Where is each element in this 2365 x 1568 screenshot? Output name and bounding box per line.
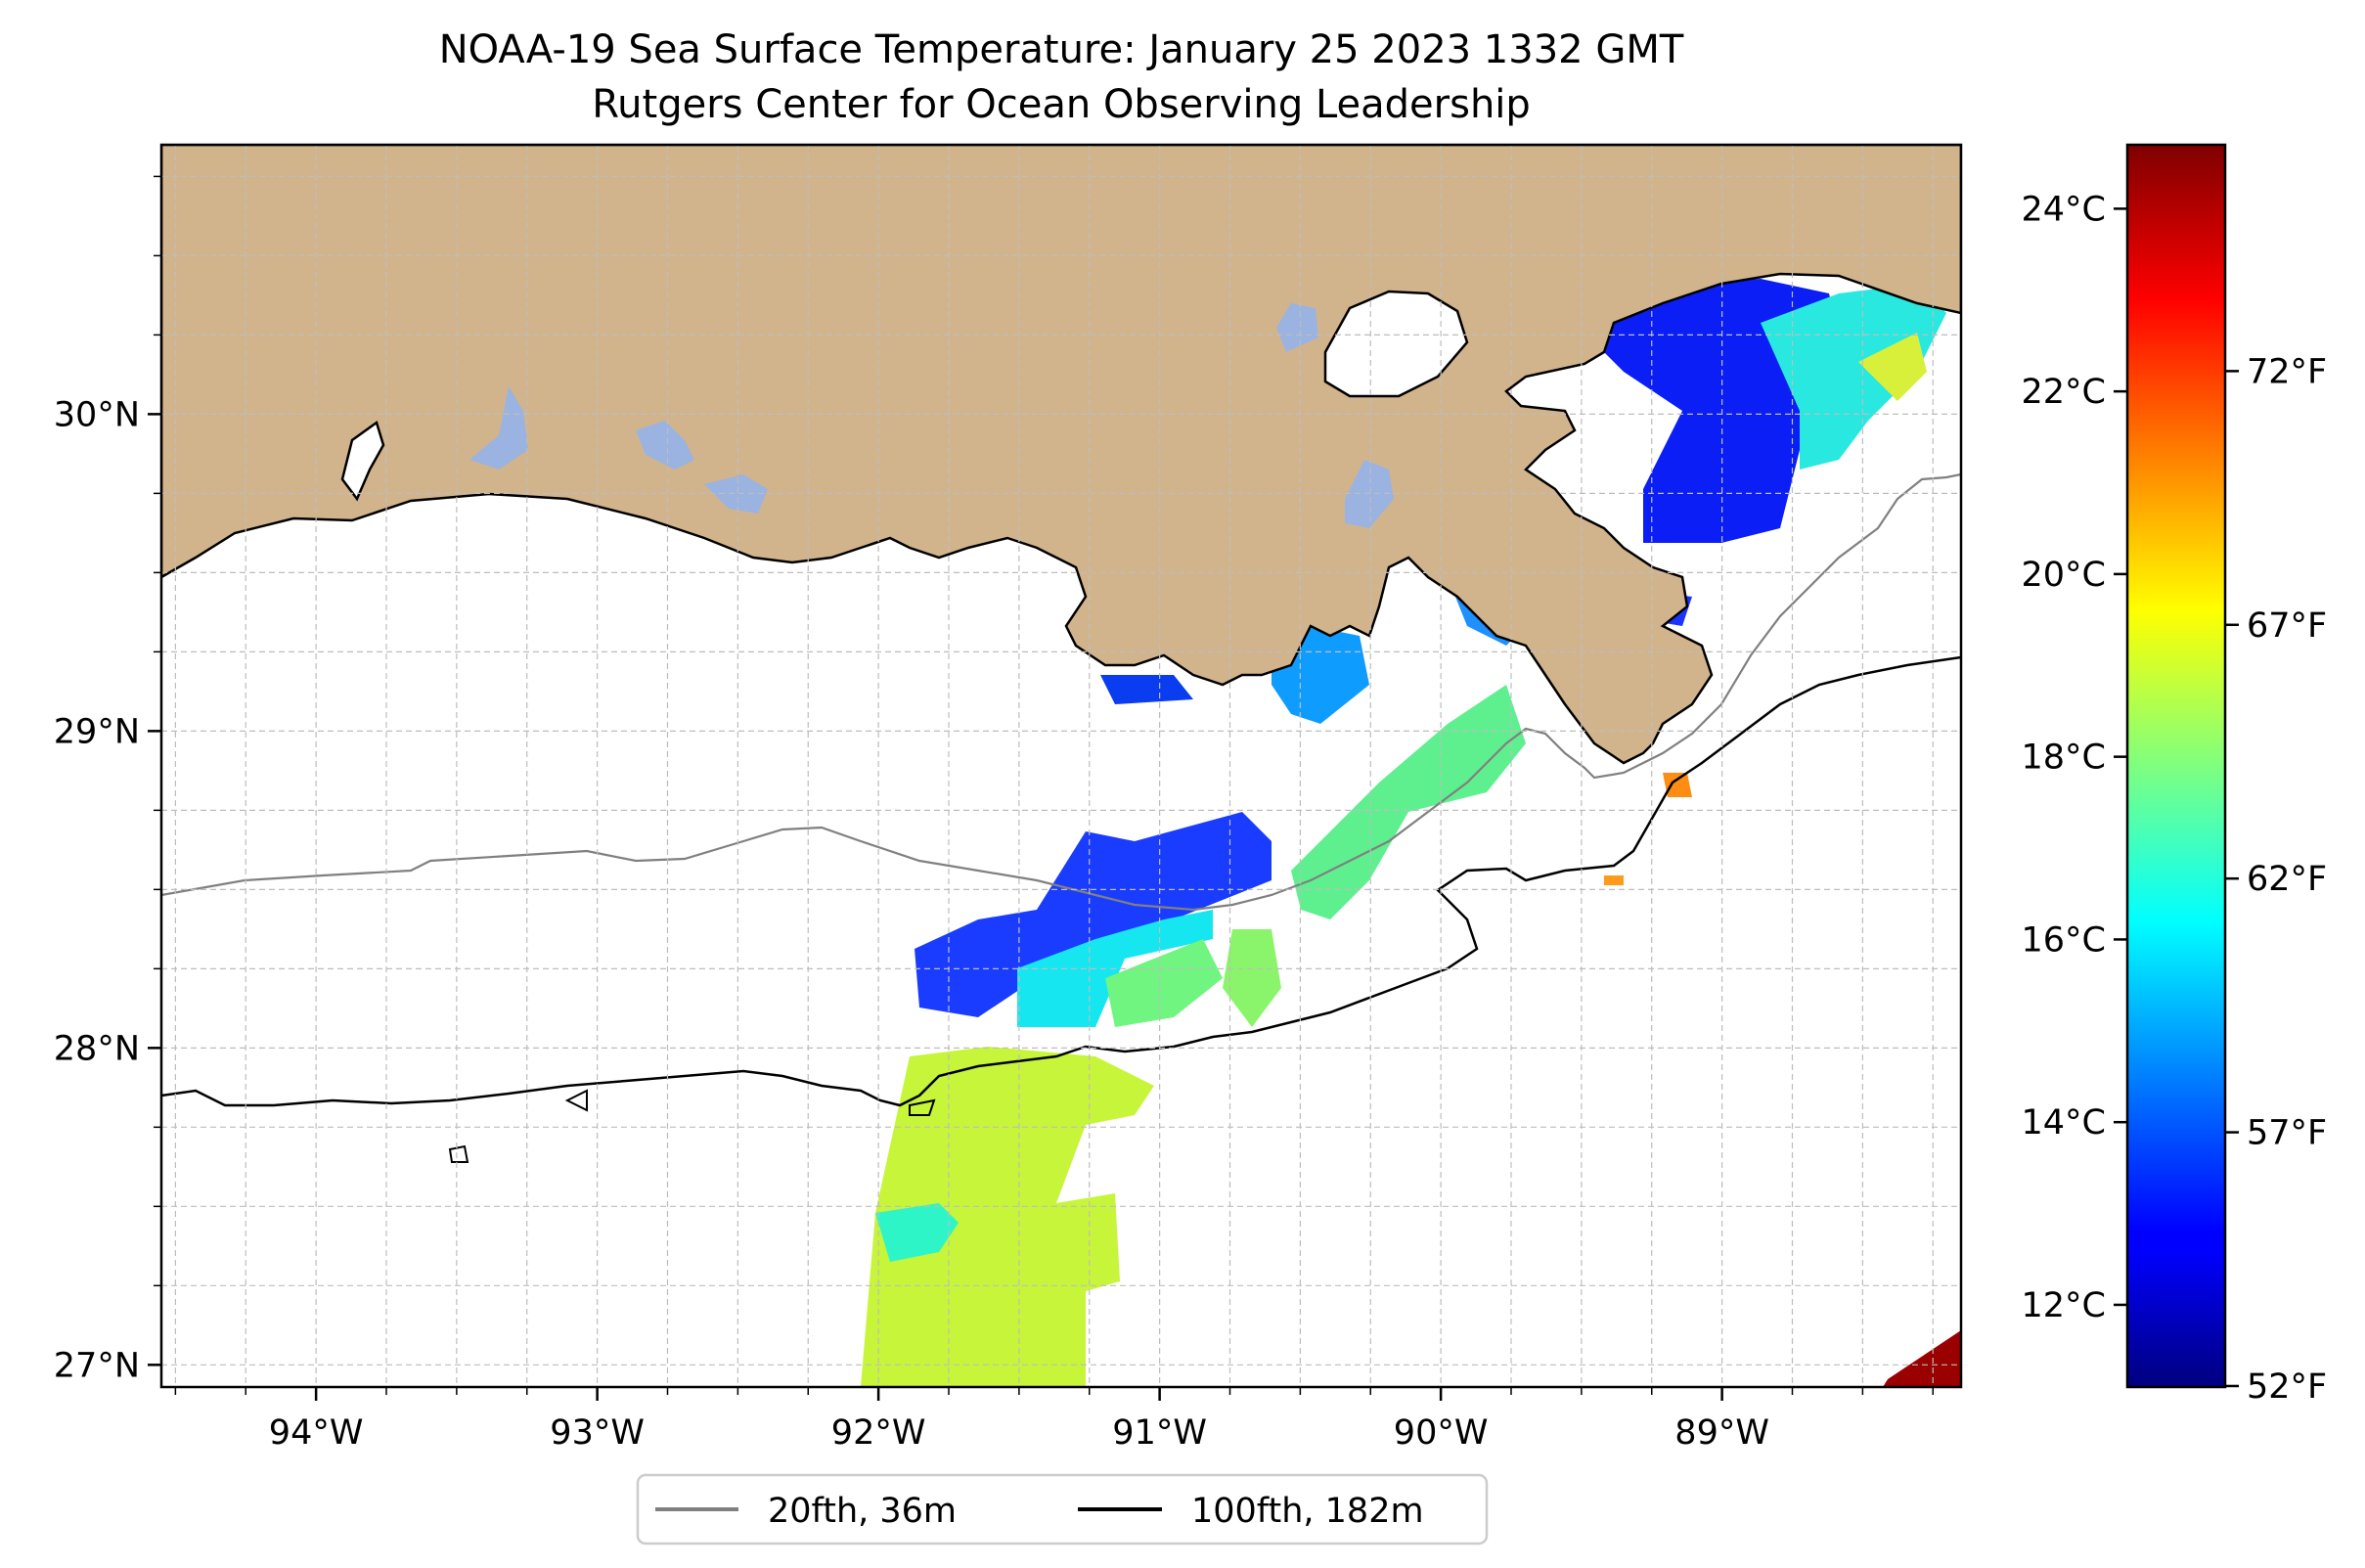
sst-patch-atchafalaya [1100,675,1193,704]
colorbar-celsius-label: 22°C [2022,373,2106,412]
map-panel [161,145,1961,1387]
longitude-ticks: 94°W 93°W 92°W 91°W 90°W 89°W [174,1387,1934,1453]
colorbar-celsius-label: 18°C [2022,739,2106,778]
contour-100fth-island-1 [564,1089,588,1112]
sst-patch-breton-yellow [1858,333,1927,401]
colorbar-celsius-label: 20°C [2022,556,2106,595]
lake-maurepas [1276,303,1318,352]
colorbar-celsius-label: 12°C [2022,1286,2106,1325]
colorbar-celsius-ticks: 24°C 22°C 20°C 18°C 16°C 14°C 12°C [2022,190,2127,1325]
title-line-2: Rutgers Center for Ocean Observing Leade… [592,82,1531,127]
colorbar-celsius-label: 14°C [2022,1103,2106,1142]
colorbar-celsius-label: 24°C [2022,190,2106,229]
colorbar-fahrenheit-label: 62°F [2247,860,2327,899]
sst-patch-mid-green [1105,939,1223,1027]
sst-patch-breton-cyan [1761,284,1946,470]
lake-calcasieu [340,420,385,502]
legend-label-100fth: 100fth, 182m [1191,1492,1424,1531]
sst-patch-mid-blue [915,812,1272,1017]
contour-100fth-island-3 [448,1144,469,1163]
lake-pontchartrain [1323,290,1469,398]
colorbar-gradient [2125,143,2227,1389]
legend-label-20fth: 20fth, 36m [768,1492,957,1531]
title-line-1: NOAA-19 Sea Surface Temperature: January… [439,27,1684,72]
lake-sabine-east [704,474,768,514]
contour-100fth-island-2 [909,1098,936,1116]
latitude-ticks: 30°N 29°N 28°N 27°N [54,175,161,1385]
contour-20fth [161,472,1961,912]
gridlines [161,145,1961,1387]
lat-tick-label: 28°N [54,1029,140,1068]
legend: 20fth, 36m 100fth, 182m [636,1473,1489,1546]
colorbar-celsius-label: 16°C [2022,920,2106,960]
lon-tick-label: 92°W [831,1413,926,1453]
lake-white [636,421,694,470]
lat-tick-label: 29°N [54,712,140,751]
sst-patch-orange-delta [1663,773,1692,797]
lon-tick-label: 94°W [269,1413,364,1453]
colorbar-fahrenheit-ticks: 72°F 67°F 62°F 57°F 52°F [2225,352,2327,1407]
sst-patch-orange-small [1604,875,1624,885]
sst-patch-loop-current [1883,1330,1961,1387]
lake-grand [469,386,528,470]
sst-patch-south-cyan [875,1203,959,1262]
lon-tick-label: 91°W [1112,1413,1207,1453]
lon-tick-label: 90°W [1394,1413,1489,1453]
colorbar-fahrenheit-label: 67°F [2247,606,2327,646]
colorbar-fahrenheit-label: 72°F [2247,352,2327,391]
map-frame [159,143,1963,1389]
colorbar-fahrenheit-label: 52°F [2247,1367,2327,1407]
sst-patch-south-green [861,1047,1154,1387]
colorbar: 24°C 22°C 20°C 18°C 16°C 14°C 12°C 72°F 67°F 62°… [2022,143,2327,1407]
sst-patch-small-green [1223,929,1281,1027]
lake-salvador [1345,460,1394,528]
lat-tick-label: 27°N [54,1346,140,1385]
legend-box [636,1473,1489,1546]
colorbar-fahrenheit-label: 57°F [2247,1114,2327,1153]
lon-tick-label: 93°W [550,1413,645,1453]
contour-100fth [161,655,1961,1107]
lon-tick-label: 89°W [1674,1413,1769,1453]
lat-tick-label: 30°N [54,395,140,434]
